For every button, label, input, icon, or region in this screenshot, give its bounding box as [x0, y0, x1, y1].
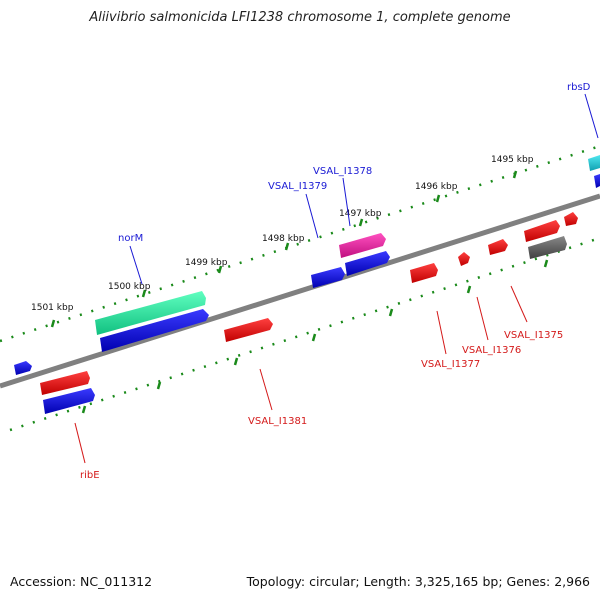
ruler-label-1496: 1496 kbp — [415, 182, 458, 192]
gene-red-small-right[interactable] — [564, 212, 578, 226]
gene-label-VSAL-I1377[interactable]: VSAL_I1377 — [421, 359, 480, 370]
gene-red-ribE[interactable] — [40, 371, 90, 395]
gene-label-VSAL-I1379[interactable]: VSAL_I1379 — [268, 181, 327, 192]
gene-red-VSAL-I1381[interactable] — [224, 318, 273, 342]
ruler-label-1499: 1499 kbp — [185, 258, 228, 268]
genome-summary-text: Topology: circular; Length: 3,325,165 bp… — [246, 574, 590, 589]
gene-blue-right-1378[interactable] — [345, 251, 390, 276]
gene-VSAL-I1377[interactable] — [410, 263, 438, 283]
gene-VSAL-I1375[interactable] — [488, 239, 508, 255]
lower-major-ticks — [81, 259, 549, 414]
gene-label-rbsD[interactable]: rbsD — [567, 82, 591, 93]
gene-label-norM[interactable]: norM — [118, 233, 143, 244]
gene-rbsD-blue[interactable] — [594, 174, 600, 188]
gene-rbsD-cyan[interactable] — [588, 155, 600, 171]
gene-norM[interactable] — [95, 291, 206, 335]
gene-label-VSAL-I1375[interactable]: VSAL_I1375 — [504, 330, 563, 341]
accession-text: Accession: NC_011312 — [10, 574, 153, 589]
gene-gray[interactable] — [528, 236, 567, 259]
gene-VSAL-I1379[interactable] — [311, 267, 345, 288]
gene-red-upper-right[interactable] — [524, 220, 560, 242]
ruler-label-1495: 1495 kbp — [491, 155, 534, 165]
gene-VSAL-I1376[interactable] — [458, 252, 470, 266]
gene-label-VSAL-I1378[interactable]: VSAL_I1378 — [313, 166, 372, 177]
gene-label-ribE[interactable]: ribE — [80, 470, 100, 481]
gene-blue-ribE[interactable] — [43, 388, 95, 414]
map-title: Aliivibrio salmonicida LFI1238 chromosom… — [89, 10, 511, 25]
gene-label-VSAL-I1381[interactable]: VSAL_I1381 — [248, 416, 307, 427]
lower-ruler-line — [9, 236, 600, 432]
ruler-label-1497: 1497 kbp — [339, 209, 382, 219]
gene-VSAL-I1378[interactable] — [339, 233, 386, 258]
ruler-label-1498: 1498 kbp — [262, 234, 305, 244]
gene-blue-far-left[interactable] — [14, 361, 32, 375]
gene-blue-below-norM[interactable] — [100, 309, 209, 352]
upper-major-ticks — [50, 170, 518, 328]
ruler-label-1500: 1500 kbp — [108, 282, 151, 292]
ruler-label-1501: 1501 kbp — [31, 303, 74, 313]
gene-label-VSAL-I1376[interactable]: VSAL_I1376 — [462, 345, 521, 356]
label-leaders — [74, 93, 599, 464]
chromosome-backbone — [0, 193, 600, 389]
